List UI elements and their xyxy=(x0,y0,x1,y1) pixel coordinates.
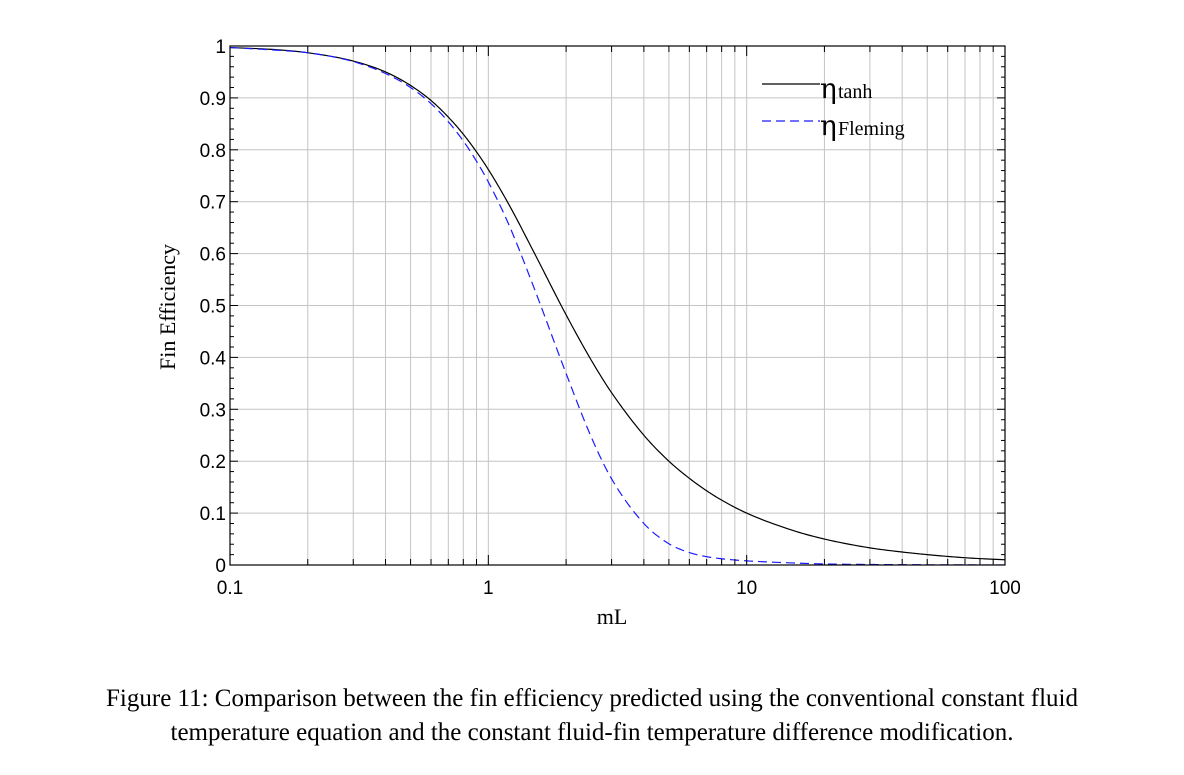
y-tick-label: 0.3 xyxy=(200,400,226,421)
y-tick-label: 0.8 xyxy=(200,141,226,162)
x-tick-label: 0.1 xyxy=(217,578,243,599)
x-tick-label: 1 xyxy=(483,578,494,599)
axis-ticks xyxy=(229,45,1005,566)
y-tick-label: 0.6 xyxy=(200,245,226,266)
figure-caption: Figure 11: Comparison between the fin ef… xyxy=(0,682,1184,750)
y-tick-label: 0.1 xyxy=(200,504,226,525)
x-axis-label: mL xyxy=(597,604,628,629)
y-tick-label: 0.2 xyxy=(200,452,226,473)
y-axis-label: Fin Efficiency xyxy=(155,244,180,370)
y-tick-label: 0.9 xyxy=(200,89,226,110)
legend-label-fleming: Fleming xyxy=(838,118,905,140)
x-tick-label: 10 xyxy=(736,578,757,599)
y-tick-label: 0.7 xyxy=(200,193,226,214)
legend: η tanh η Fleming xyxy=(762,72,905,142)
y-tick-label: 1 xyxy=(215,37,226,58)
x-tick-label: 100 xyxy=(989,578,1021,599)
y-tick-label: 0.4 xyxy=(200,348,227,369)
y-tick-label: 0.5 xyxy=(200,297,226,318)
legend-eta-symbol: η xyxy=(820,72,837,105)
y-tick-label: 0 xyxy=(215,556,226,577)
caption-line-2: temperature equation and the constant fl… xyxy=(170,719,1014,746)
grid-lines xyxy=(229,46,1005,565)
series-line-tanh xyxy=(229,46,1006,561)
legend-label-tanh: tanh xyxy=(838,81,872,103)
caption-line-1: Figure 11: Comparison between the fin ef… xyxy=(106,685,1078,712)
legend-eta-symbol: η xyxy=(820,109,837,142)
series-lines xyxy=(229,46,1006,566)
